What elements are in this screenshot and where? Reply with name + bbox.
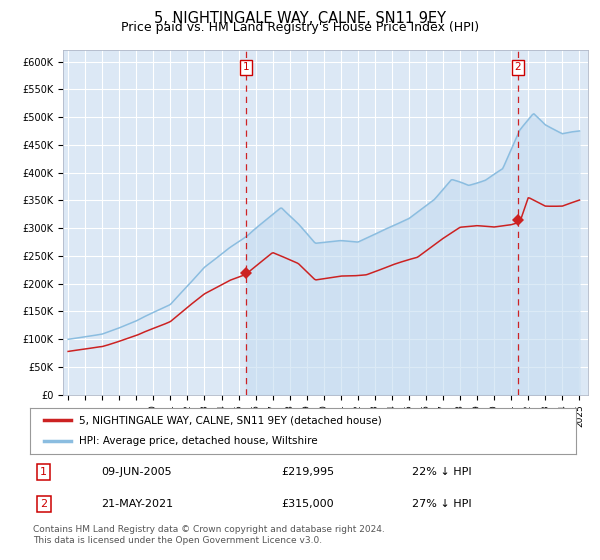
Text: 2: 2: [514, 63, 521, 72]
Text: £219,995: £219,995: [281, 467, 334, 477]
Text: 27% ↓ HPI: 27% ↓ HPI: [412, 499, 472, 509]
Text: 2: 2: [40, 499, 47, 509]
Text: 22% ↓ HPI: 22% ↓ HPI: [412, 467, 472, 477]
Text: Contains HM Land Registry data © Crown copyright and database right 2024.
This d: Contains HM Land Registry data © Crown c…: [33, 525, 385, 545]
Text: £315,000: £315,000: [281, 499, 334, 509]
Text: 5, NIGHTINGALE WAY, CALNE, SN11 9EY (detached house): 5, NIGHTINGALE WAY, CALNE, SN11 9EY (det…: [79, 415, 382, 425]
Text: Price paid vs. HM Land Registry's House Price Index (HPI): Price paid vs. HM Land Registry's House …: [121, 21, 479, 34]
Text: 5, NIGHTINGALE WAY, CALNE, SN11 9EY: 5, NIGHTINGALE WAY, CALNE, SN11 9EY: [154, 11, 446, 26]
Text: HPI: Average price, detached house, Wiltshire: HPI: Average price, detached house, Wilt…: [79, 436, 318, 446]
Text: 21-MAY-2021: 21-MAY-2021: [101, 499, 173, 509]
Text: 09-JUN-2005: 09-JUN-2005: [101, 467, 172, 477]
Text: 1: 1: [40, 467, 47, 477]
Text: 1: 1: [243, 63, 250, 72]
